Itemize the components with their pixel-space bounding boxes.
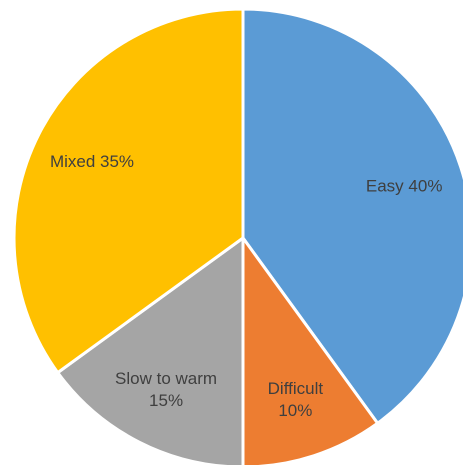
labels-layer: Easy 40% Difficult 10% Slow to warm 15% Mixed… — [50, 152, 442, 420]
pie-slice-label-line: Difficult — [268, 379, 324, 398]
pie-slice — [241, 233, 380, 465]
pie-slice-label: Slow to warm 15% — [115, 369, 217, 410]
pie-slice-label-line: 15% — [149, 391, 183, 410]
pie-slice-label-line: Mixed 35% — [50, 152, 134, 171]
pie-slice-label-line: 10% — [278, 401, 312, 420]
pie-slice — [12, 7, 245, 375]
pie-slice-label: Difficult 10% — [268, 379, 324, 420]
pie-slice — [55, 235, 245, 465]
pie-slice-label-line: Slow to warm — [115, 369, 217, 388]
pie-slice — [241, 7, 463, 426]
pie-slice-label: Easy 40% — [366, 177, 443, 196]
pie-slice-label-line: Easy 40% — [366, 177, 443, 196]
slices-layer — [12, 7, 463, 465]
pie-slice-label: Mixed 35% — [50, 152, 134, 171]
